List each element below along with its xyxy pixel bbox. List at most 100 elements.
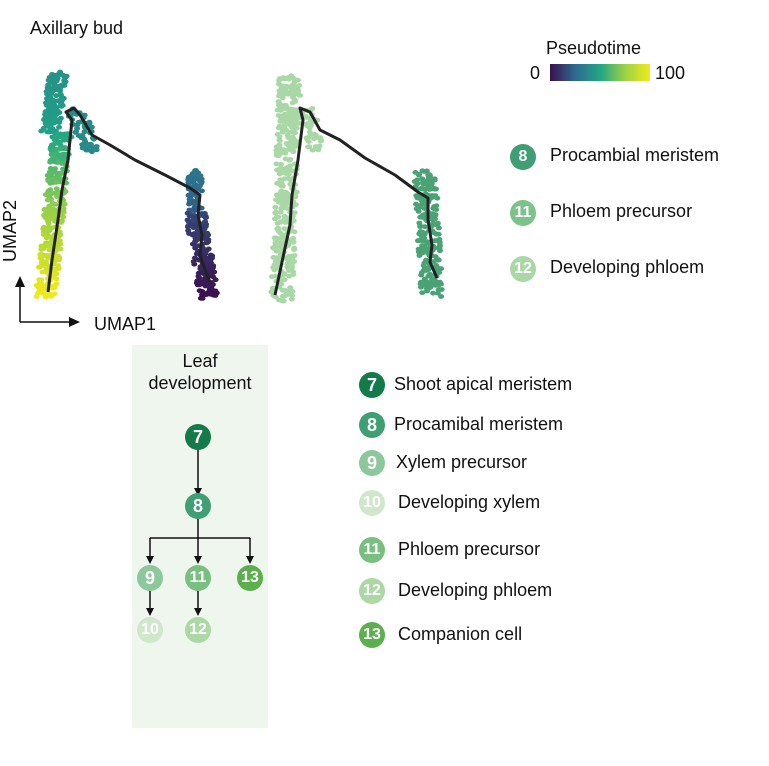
umap-cell: [56, 124, 62, 130]
umap-cell: [419, 290, 426, 296]
umap-cell: [277, 76, 284, 82]
umap-cell: [50, 158, 57, 164]
umap-cell: [53, 93, 60, 99]
umap-cell: [291, 97, 298, 103]
umap-cell: [272, 204, 279, 210]
umap-cell: [50, 151, 56, 157]
umap-cell: [288, 114, 295, 120]
node-12: 12: [185, 617, 211, 643]
umap-cell: [192, 245, 199, 251]
umap-cell: [63, 73, 70, 79]
umap-cell: [210, 274, 216, 280]
umap-cell: [290, 239, 297, 245]
node-13: 13: [237, 565, 263, 591]
umap-cell: [277, 177, 284, 183]
umap-cell: [51, 129, 58, 135]
umap-cell: [81, 129, 88, 135]
umap-cell: [38, 277, 45, 283]
umap-legend-badge-12: 12: [510, 256, 536, 282]
node-9: 9: [137, 565, 163, 591]
umap-cell: [287, 119, 294, 125]
umap-cell: [58, 93, 64, 98]
umap-cell: [277, 108, 284, 113]
umap-cell: [280, 298, 287, 304]
umap-cell: [428, 214, 435, 220]
umap-cell: [61, 155, 68, 161]
umap-cell: [435, 225, 442, 231]
umap-cell: [44, 173, 51, 178]
leaf-panel-title-line1: Leaf: [182, 351, 218, 371]
umap-cell: [273, 240, 280, 246]
umap-cell: [57, 115, 64, 121]
umap-cell: [279, 148, 286, 154]
umap-cell: [421, 169, 428, 174]
umap-cell: [286, 147, 293, 153]
umap-cell: [48, 210, 55, 215]
umap-cell: [438, 294, 445, 299]
umap-cell: [48, 234, 55, 240]
umap-cell: [282, 195, 289, 201]
umap-cell: [438, 281, 444, 287]
umap-cell: [49, 225, 56, 231]
umap-cell: [88, 149, 95, 155]
umap-cell: [420, 179, 427, 185]
umap-cell: [419, 229, 426, 235]
umap-cell: [291, 245, 298, 251]
umap-legend-label-8: Procambial meristem: [550, 145, 720, 165]
umap-cell: [192, 238, 199, 244]
umap-cell: [47, 95, 54, 100]
cell-legend-label-8: Procamibal meristem: [394, 414, 564, 434]
umap-cell: [303, 115, 310, 120]
umap-cell: [49, 85, 56, 91]
umap-cell: [273, 161, 280, 167]
umap-legend-badge-11: 11: [510, 200, 536, 226]
node-10: 10: [137, 617, 163, 643]
cell-legend-badge-10: 10: [359, 490, 385, 516]
umap-cell: [40, 232, 47, 238]
lineage-tree: [146, 449, 254, 616]
umap-cell: [292, 144, 299, 150]
umap-cell: [41, 117, 48, 122]
umap-cell: [206, 284, 213, 289]
umap-cell: [289, 125, 296, 130]
umap-cell: [272, 259, 279, 265]
node-8: 8: [185, 493, 211, 519]
umap-cell: [432, 283, 439, 288]
umap-cell: [74, 126, 81, 131]
umap-cell: [284, 264, 291, 270]
umap-cell: [192, 255, 198, 261]
umap-cell: [209, 268, 216, 274]
umap-cell: [415, 209, 422, 214]
umap-cell: [276, 142, 283, 148]
umap-cell: [297, 93, 304, 98]
umap-cell: [203, 292, 210, 297]
umap-cell: [281, 104, 288, 110]
umap-cell: [49, 79, 56, 85]
umap-cell: [419, 243, 426, 248]
umap-cell: [312, 132, 319, 138]
umap-cell: [56, 255, 62, 261]
umap-cell: [51, 137, 58, 143]
umap-cell: [418, 270, 425, 275]
umap-cell: [190, 259, 197, 264]
umap-cell: [281, 217, 288, 223]
umap-cell: [189, 200, 196, 205]
umap-cell: [42, 294, 49, 300]
umap-cell: [53, 179, 60, 185]
pseudotime-max: 100: [655, 63, 686, 83]
umap-cell: [279, 93, 286, 99]
umap-cell: [293, 125, 300, 131]
umap-cell: [54, 74, 61, 80]
umap-cell: [273, 247, 280, 253]
umap-cell: [428, 182, 434, 188]
umap-cell: [269, 285, 276, 291]
umap-cell: [268, 274, 275, 280]
umap-cell: [41, 284, 48, 290]
umap-cell: [45, 123, 52, 129]
umap-cell: [274, 221, 281, 226]
umap-cell: [44, 197, 51, 203]
cell-legend-label-10: Developing xylem: [398, 492, 541, 512]
umap-cell: [271, 216, 278, 222]
umap-cell: [290, 75, 297, 81]
umap-cell: [47, 180, 54, 186]
